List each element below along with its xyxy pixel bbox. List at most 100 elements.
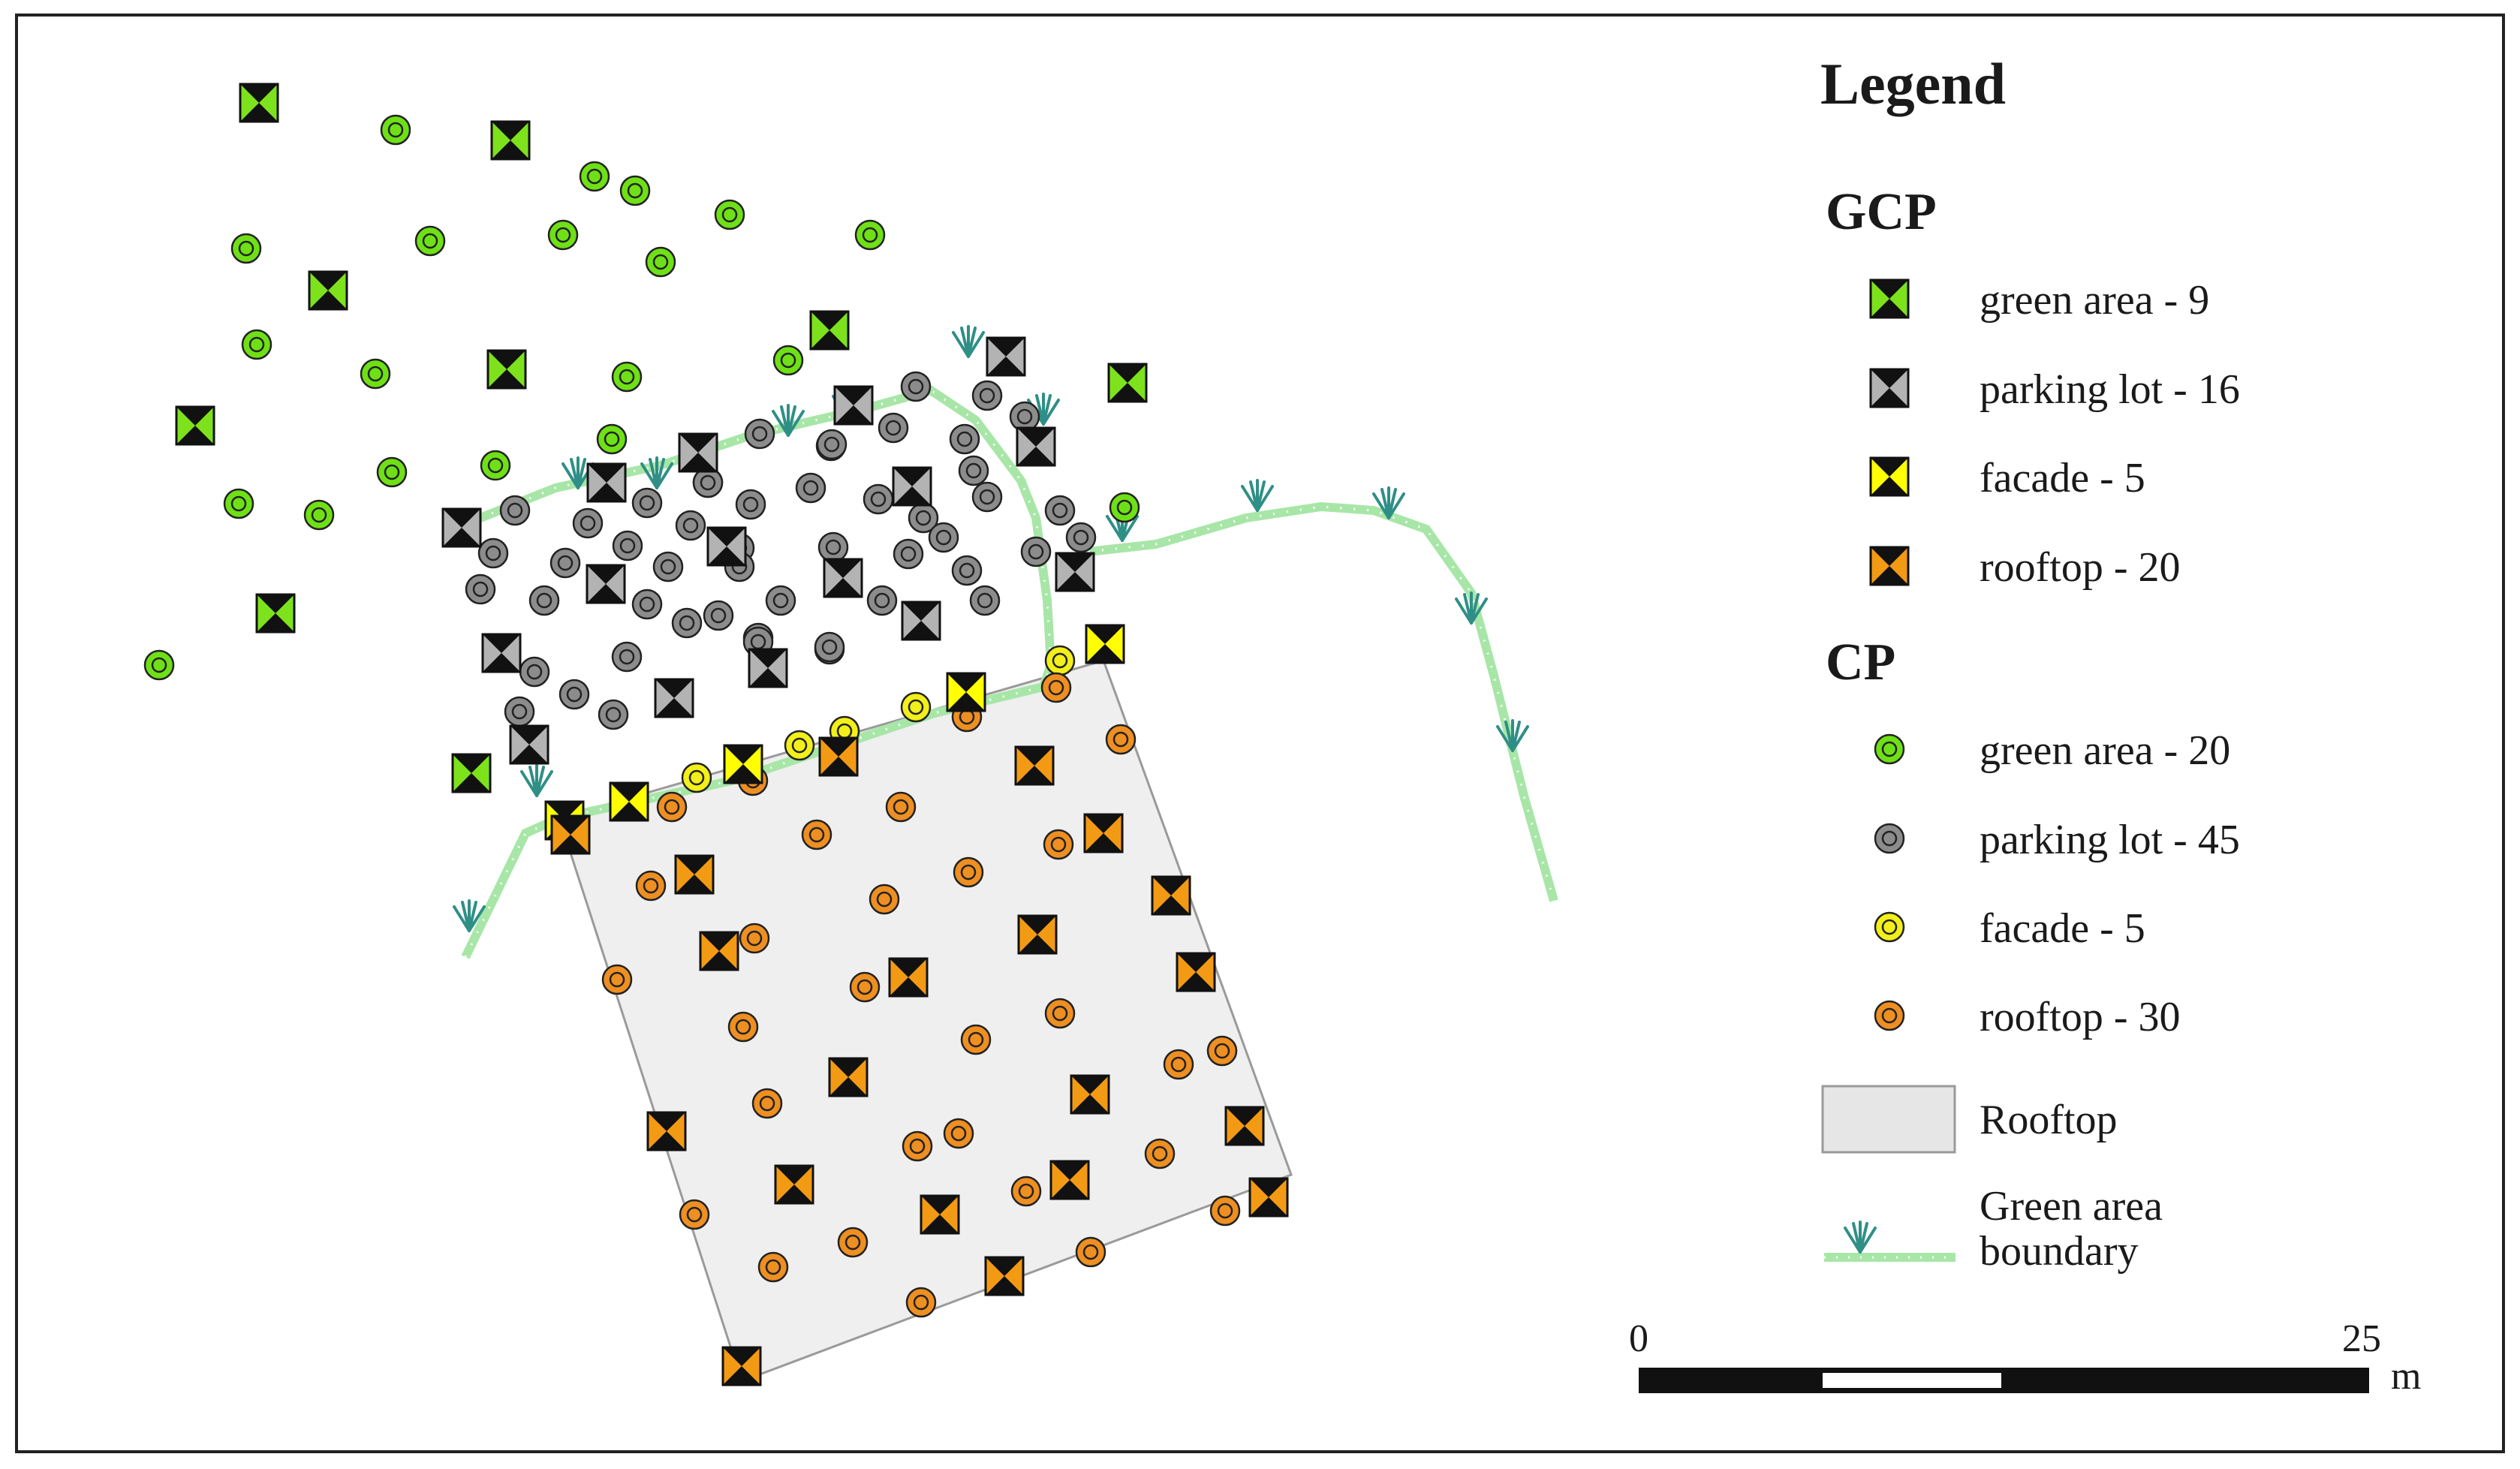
cp-parking-lot-point [795,472,826,504]
legend-gcp-heading: GCP [1826,183,1937,241]
cp-parking-lot-point [878,412,909,444]
cp-parking-lot-point [928,522,959,553]
grass-tuft-icon [953,327,983,357]
cp-parking-lot-point [549,547,581,579]
grass-tuft-icon [1242,480,1272,510]
cp-rooftop-point [801,819,832,850]
gcp-facade-marker [946,672,986,712]
gcp-rooftop-marker [1083,813,1124,853]
gcp-rooftop-marker [1224,1106,1265,1146]
gcp-rooftop-marker [818,736,859,777]
cp-parking-lot-point [735,489,766,520]
cp-green-area-point [619,175,651,206]
cp-green-area-point [414,225,446,257]
cp-rooftop-point [1040,672,1072,703]
gcp-facade-icon [1869,456,1910,497]
cp-parking-lot-point [631,487,663,519]
gcp-rooftop-marker [920,1194,960,1235]
cp-parking-lot-point [703,600,734,631]
cp-rooftop-point [751,1088,783,1119]
cp-parking-lot-point [969,585,1001,616]
gcp-parking-lot-marker [441,507,482,548]
gcp-green-area-marker [175,405,215,446]
gcp-green-area-marker [490,120,531,161]
gcp-rooftop-marker [699,931,739,971]
cp-green-area-point [645,246,676,278]
cp-rooftop-point [1163,1049,1194,1080]
cp-parking-lot-point [866,585,898,616]
cp-facade-icon [1874,911,1905,943]
cp-parking-lot-point [971,481,1003,513]
gcp-green-area-marker [239,83,279,123]
cp-rooftop-point [1075,1236,1106,1268]
cp-green-area-point [241,329,272,360]
cp-parking-lot-point [1020,536,1052,567]
legend-boundary-label-line2: boundary [1980,1228,2139,1275]
gcp-parking-lot-marker [1016,426,1056,467]
cp-green-area-point [223,488,254,519]
cp-facade-point [784,730,815,761]
gcp-parking-lot-marker [748,648,788,688]
cp-rooftop-point [869,884,900,915]
legend-cp-green-area-label: green area - 20 [1980,727,2230,774]
gcp-parking-lot-marker [706,526,747,567]
scale-bar: 0 25 m [1629,1317,2421,1398]
scale-bar-end-label: 25 [2342,1317,2381,1360]
grass-tuft-icon [522,766,552,796]
legend-gcp-green-area: green area - 9 [1869,277,2209,324]
scale-bar-body [1639,1368,2369,1393]
cp-parking-lot-point [817,531,849,563]
gcp-parking-lot-marker [481,633,522,673]
cp-parking-lot-point [465,573,496,605]
cp-facade-point [900,691,932,723]
cp-rooftop-point [739,923,770,954]
cp-rooftop-point [1209,1195,1241,1227]
cp-green-area-point [143,649,175,681]
cp-parking-lot-point [528,585,560,616]
cp-parking-lot-point [1009,401,1040,432]
legend-cp-heading: CP [1826,634,1895,691]
gcp-parking-lot-marker [901,601,941,641]
legend-gcp-facade-label: facade - 5 [1980,455,2145,501]
cp-parking-lot-point [572,507,604,539]
gcp-rooftop-marker [646,1111,687,1151]
cp-parking-lot-point [611,641,643,673]
cp-rooftop-point [1206,1035,1238,1067]
gcp-parking-lot-marker [823,558,863,598]
gcp-rooftop-marker [774,1164,814,1205]
cp-green-area-point [596,423,628,455]
cp-rooftop-icon [1874,1000,1905,1031]
scale-bar-segment [1823,1373,2001,1388]
cp-green-area-icon [1874,733,1905,765]
legend-cp-parking-lot: parking lot - 45 [1874,817,2240,863]
cp-parking-lot-point [598,699,629,730]
cp-rooftop-point [601,964,633,995]
cp-parking-lot-point [499,495,531,526]
gcp-green-area-icon [1869,278,1910,319]
gcp-facade-marker [609,781,649,822]
cp-rooftop-point [885,791,917,823]
cp-green-area-point [360,358,391,390]
gcp-parking-lot-marker [986,336,1026,377]
map-frame-border [15,14,2505,1453]
gcp-green-area-marker [1107,363,1148,403]
cp-rooftop-point [656,791,688,823]
scale-bar-unit: m [2391,1355,2421,1398]
gcp-rooftop-marker [1017,914,1058,955]
cp-parking-lot-point [814,631,845,663]
cp-parking-lot-point [631,589,663,620]
gcp-parking-lot-marker [892,466,932,507]
legend-gcp-rooftop: rooftop - 20 [1869,544,2181,591]
gcp-rooftop-marker [721,1346,762,1386]
legend-gcp-green-area-label: green area - 9 [1980,277,2209,324]
gcp-parking-lot-marker [1055,552,1095,592]
cp-green-area-point [579,161,610,192]
cp-parking-lot-point [652,551,684,582]
cp-rooftop-point [1010,1176,1042,1207]
gcp-parking-lot-marker [509,724,549,765]
cp-parking-lot-point [744,418,775,450]
cp-parking-lot-point [765,585,796,616]
legend-boundary: Green area boundary [1824,1183,2163,1275]
gcp-rooftop-marker [1070,1074,1110,1115]
cp-parking-lot-point [675,510,706,541]
